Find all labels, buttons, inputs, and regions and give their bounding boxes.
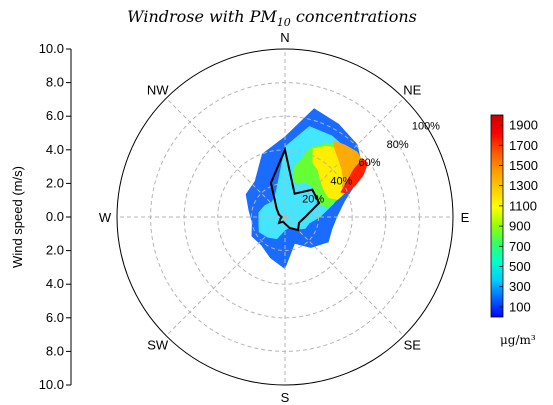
y-tick-label: 8.0 <box>46 343 64 358</box>
y-tick-label: 4.0 <box>46 276 64 291</box>
direction-label-nw: NW <box>147 83 169 98</box>
direction-label-se: SE <box>404 337 422 352</box>
frequency-ring-label: 20% <box>302 194 324 206</box>
y-tick-label: 6.0 <box>46 310 64 325</box>
direction-label-ne: NE <box>403 83 421 98</box>
frequency-ring-label: 80% <box>387 139 409 151</box>
concentration-contours <box>245 108 369 270</box>
colorbar-tick-label: 300 <box>509 279 531 294</box>
direction-label-w: W <box>99 210 112 225</box>
y-tick-label: 10.0 <box>39 377 64 392</box>
colorbar-tick-label: 100 <box>509 299 531 314</box>
colorbar-tick-label: 1300 <box>509 178 538 193</box>
frequency-line <box>269 146 321 232</box>
colorbar-tick-label: 700 <box>509 239 531 254</box>
frequency-ring-labels: 20% 40% 60% 80%100% <box>302 121 440 206</box>
y-axis-label: Wind speed (m/s) <box>10 166 25 268</box>
frequency-ring-label: 40% <box>330 175 352 187</box>
colorbar-tick-label: 1900 <box>509 118 538 133</box>
colorbar-tick-label: 1100 <box>509 198 537 213</box>
direction-labels: N NE E SE S SW W NW <box>99 30 470 405</box>
grid-ring <box>250 182 320 252</box>
frequency-ring-label: 100% <box>412 121 440 133</box>
direction-label-s: S <box>281 390 290 405</box>
y-tick-label: 0.0 <box>46 209 64 224</box>
y-tick-label: 10.0 <box>39 41 64 56</box>
outer-circle <box>116 48 454 386</box>
colorbar-tick-label: 1700 <box>509 138 538 153</box>
colorbar-tick-label: 500 <box>509 259 531 274</box>
polar-grid <box>117 49 453 385</box>
y-axis-ticks: 10.0 8.0 6.0 4.0 2.0 0.0 2.0 4.0 6.0 8.0 10.0 <box>39 41 71 392</box>
colorbar-ticks: 1900 1700 1500 1300 1100 900 700 500 300 100 <box>499 118 538 314</box>
grid-spoke <box>284 216 405 337</box>
frequency-ring-label: 60% <box>358 157 380 169</box>
direction-label-n: N <box>280 30 289 45</box>
colorbar: 1900 1700 1500 1300 1100 900 700 500 300 100 μg/m… <box>490 114 538 347</box>
y-tick-label: 8.0 <box>46 75 64 90</box>
contour-red <box>340 158 369 194</box>
colorbar-tick-label: 1500 <box>509 158 538 173</box>
y-tick-label: 6.0 <box>46 108 64 123</box>
direction-label-e: E <box>461 210 470 225</box>
chart-title: Windrose with PM10 concentrations <box>127 7 417 29</box>
colorbar-unit: μg/m³ <box>500 333 536 347</box>
grid-spoke <box>165 97 286 218</box>
y-tick-label: 4.0 <box>46 142 64 157</box>
colorbar-tick-label: 900 <box>509 219 531 234</box>
y-tick-label: 2.0 <box>46 243 64 258</box>
grid-spoke <box>284 97 405 218</box>
grid-spoke <box>165 216 286 337</box>
y-tick-label: 2.0 <box>46 175 64 190</box>
direction-label-sw: SW <box>147 337 169 352</box>
